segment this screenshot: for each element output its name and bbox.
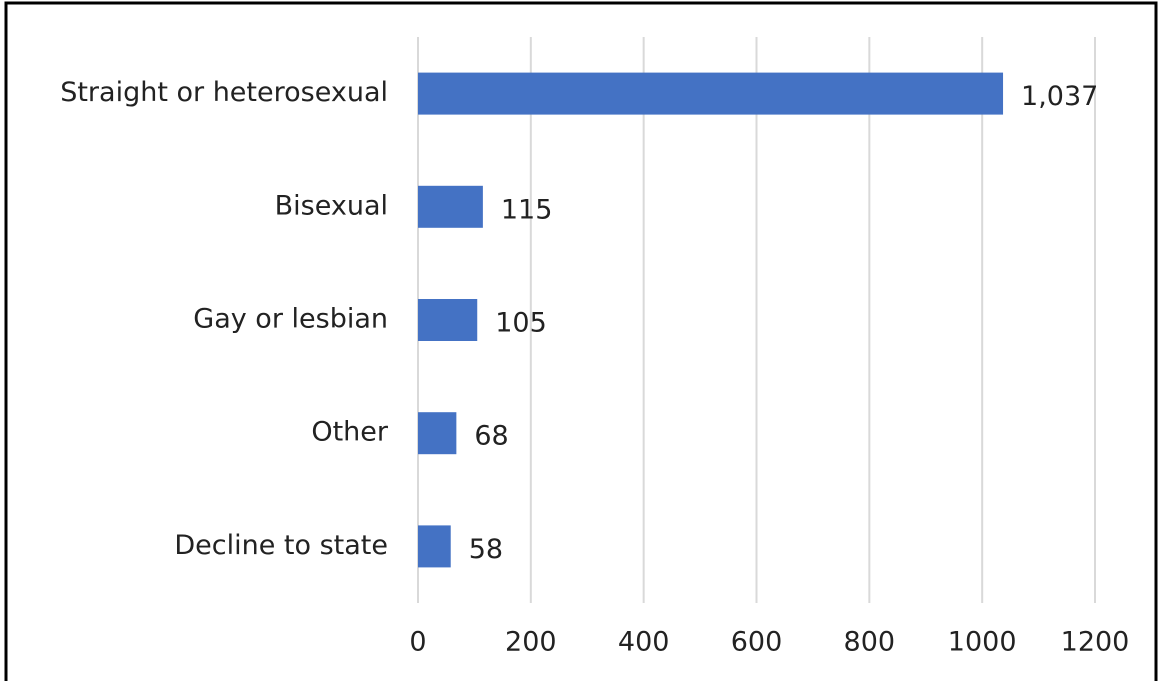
x-tick-label: 1200 — [1061, 627, 1130, 658]
x-tick-label: 200 — [505, 627, 557, 658]
y-tick-label: Decline to state — [174, 530, 388, 561]
x-tick-label: 0 — [409, 627, 426, 658]
bar — [418, 412, 457, 455]
x-tick-label: 800 — [844, 627, 896, 658]
x-tick-label: 400 — [618, 627, 670, 658]
y-tick-label: Other — [311, 417, 389, 448]
y-tick-label: Bisexual — [275, 190, 388, 221]
chart-frame — [4, 1, 1158, 681]
value-label: 68 — [474, 421, 508, 452]
value-label: 115 — [501, 194, 553, 225]
value-label: 58 — [469, 534, 503, 565]
value-label: 105 — [495, 308, 547, 339]
y-tick-label: Gay or lesbian — [193, 304, 388, 335]
x-tick-label: 1000 — [948, 627, 1017, 658]
y-tick-label: Straight or heterosexual — [60, 77, 388, 108]
bar — [418, 299, 478, 341]
x-tick-label: 600 — [731, 627, 783, 658]
value-label: 1,037 — [1021, 81, 1098, 112]
bar — [418, 72, 1004, 115]
bar — [418, 185, 483, 228]
bar — [418, 525, 451, 568]
